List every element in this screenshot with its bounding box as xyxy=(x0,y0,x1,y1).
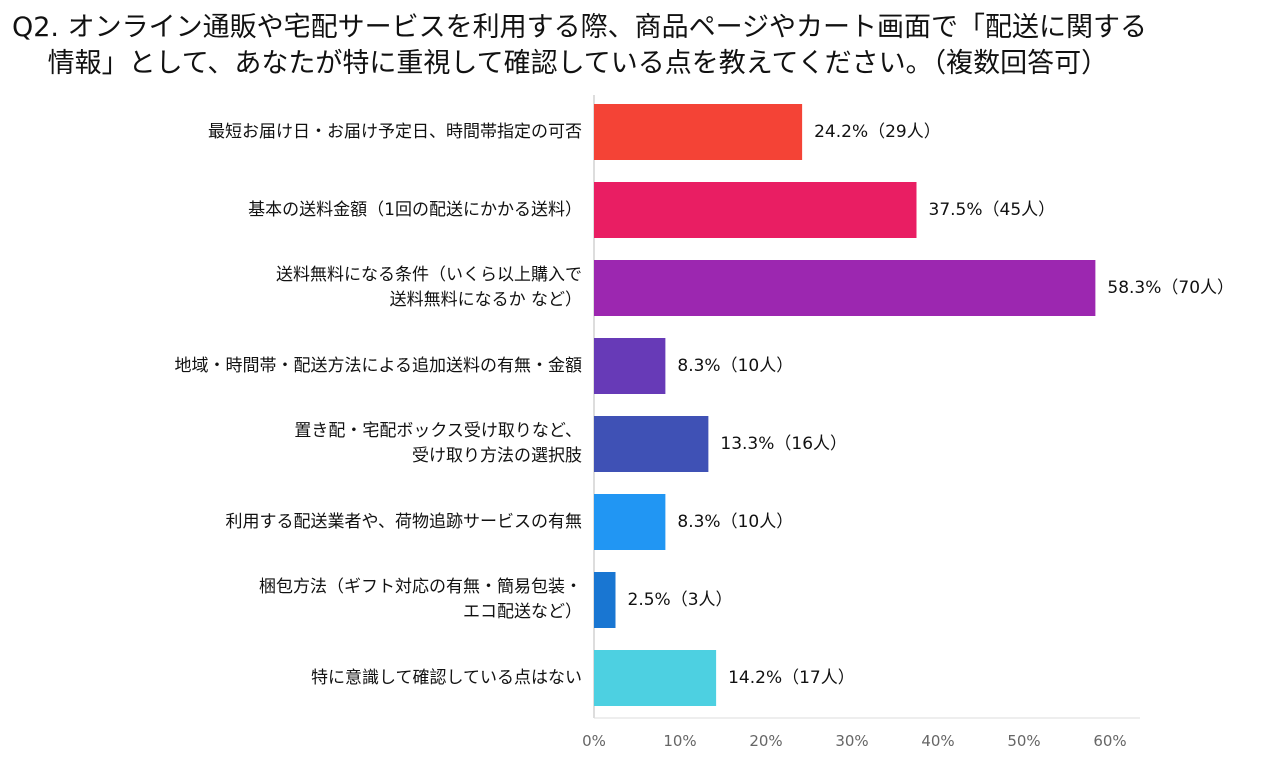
category-label-4: 地域・時間帯・配送方法による追加送料の有無・金額 xyxy=(174,355,583,376)
x-tick-label-0: 0% xyxy=(582,732,606,750)
x-tick-label-30: 30% xyxy=(835,732,869,750)
bar-2 xyxy=(594,182,917,238)
bar-6 xyxy=(594,494,666,550)
bar-4 xyxy=(594,338,666,394)
x-tick-label-60: 60% xyxy=(1093,732,1127,750)
bar-7 xyxy=(594,572,616,628)
bar-8 xyxy=(594,650,717,706)
category-label-6: 利用する配送業者や、荷物追跡サービスの有無 xyxy=(225,511,583,532)
chart-title: Q2. オンライン通販や宅配サービスを利用する際、商品ページやカート画面で「配送… xyxy=(12,12,1148,79)
x-tick-label-10: 10% xyxy=(663,732,697,750)
data-label-1: 24.2%（29人） xyxy=(814,122,941,142)
category-label-2: 基本の送料金額（1回の配送にかかる送料） xyxy=(248,199,582,220)
category-label-1: 最短お届け日・お届け予定日、時間帯指定の可否 xyxy=(208,121,582,142)
data-label-2: 37.5%（45人） xyxy=(928,200,1056,220)
data-label-8: 14.2%（17人） xyxy=(728,668,855,688)
bar-3 xyxy=(594,260,1096,316)
bar-1 xyxy=(594,104,803,160)
data-label-3: 58.3%（70人） xyxy=(1107,278,1235,298)
x-tick-label-20: 20% xyxy=(749,732,783,750)
category-label-8: 特に意識して確認している点はない xyxy=(311,667,582,688)
data-label-4: 8.3%（10人） xyxy=(677,356,794,376)
bar-5 xyxy=(594,416,709,472)
category-label-3: 送料無料になる条件（いくら以上購入で 送料無料になるか など） xyxy=(276,265,582,310)
x-tick-label-40: 40% xyxy=(921,732,955,750)
x-tick-label-50: 50% xyxy=(1007,732,1041,750)
data-label-6: 8.3%（10人） xyxy=(677,512,794,532)
category-label-7: 梱包方法（ギフト対応の有無・簡易包装・ エコ配送など） xyxy=(259,577,582,622)
category-label-5: 置き配・宅配ボックス受け取りなど、 受け取り方法の選択肢 xyxy=(294,421,582,466)
data-label-7: 2.5%（3人） xyxy=(627,590,733,610)
data-label-5: 13.3%（16人） xyxy=(720,434,848,454)
